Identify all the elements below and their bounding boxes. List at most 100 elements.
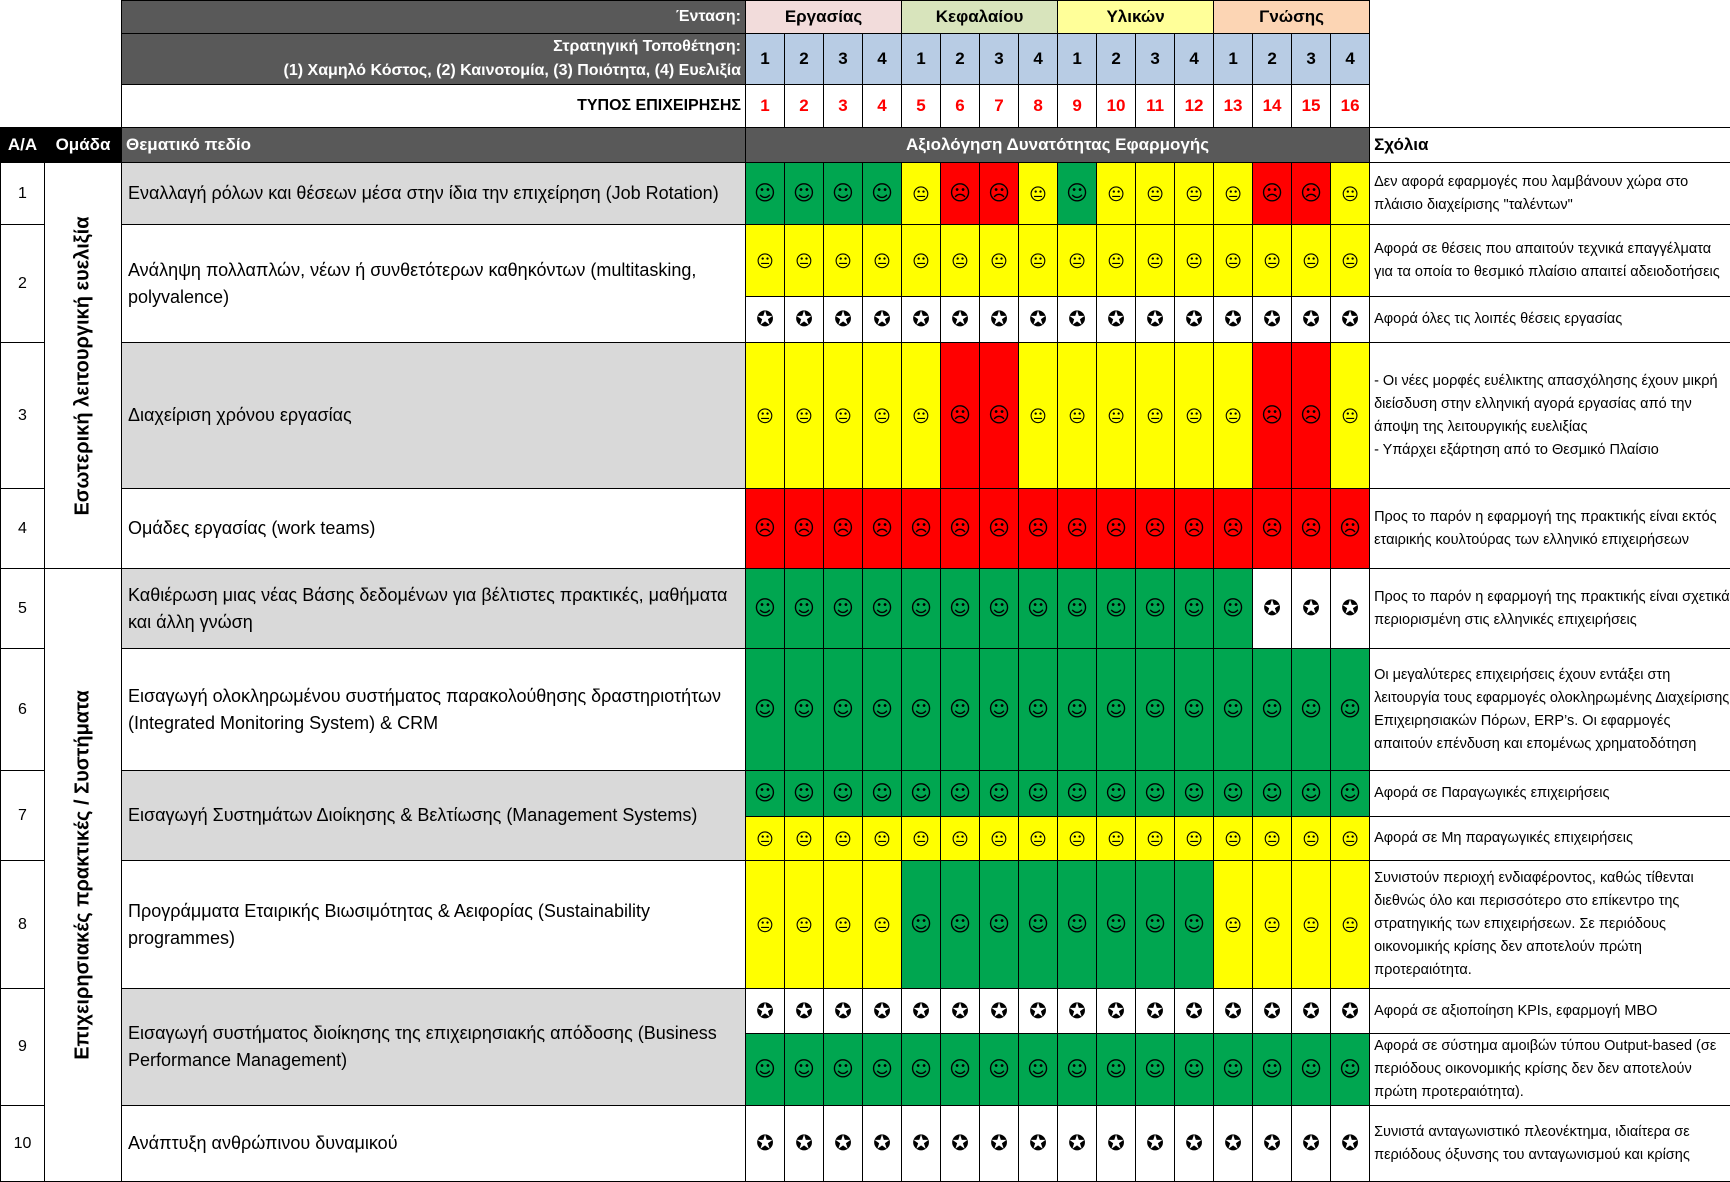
rating-cell: ☺	[1019, 1034, 1058, 1106]
neutral-face-icon: 😐	[1224, 832, 1242, 849]
smiley-icon: ☺	[1144, 699, 1166, 720]
smiley-icon: ☺	[949, 1059, 971, 1080]
neutral-face-icon: 😐	[912, 409, 930, 426]
smiley-icon: ☺	[1222, 1059, 1244, 1080]
rating-cell: ☺	[1019, 569, 1058, 649]
business-type-number: 8	[1019, 85, 1058, 128]
thematic-field: Εισαγωγή συστήματος διοίκησης της επιχει…	[122, 989, 746, 1106]
strategic-number: 4	[1019, 34, 1058, 85]
smiley-icon: ☺	[1300, 1059, 1322, 1080]
rating-cell: 😐	[1136, 225, 1175, 297]
rating-cell: 😐	[1292, 817, 1331, 861]
neutral-face-icon: 😐	[1146, 409, 1164, 426]
rating-cell: ✪	[1331, 297, 1370, 343]
rating-cell: ☺	[863, 1034, 902, 1106]
business-type-number: 11	[1136, 85, 1175, 128]
smiley-icon: ☺	[1300, 699, 1322, 720]
rating-cell: 😐	[1214, 163, 1253, 225]
rating-cell: ☹	[980, 489, 1019, 569]
rating-cell: ✪	[785, 297, 824, 343]
rating-cell: 😐	[1175, 163, 1214, 225]
rating-cell: ☹	[1331, 489, 1370, 569]
rating-cell: ☺	[1097, 569, 1136, 649]
comment-cell: Συνιστά ανταγωνιστικό πλεονέκτημα, ιδιαί…	[1370, 1106, 1730, 1182]
neutral-face-icon: 😐	[1068, 832, 1086, 849]
comment-cell: - Οι νέες μορφές ευέλικτης απασχόλησης έ…	[1370, 343, 1730, 489]
neutral-face-icon: 😐	[834, 918, 852, 935]
group-cell: Εσωτερική λειτουργική ευελιξία	[45, 163, 122, 569]
rating-cell: ✪	[941, 1106, 980, 1182]
rating-cell: 😐	[1214, 343, 1253, 489]
rating-cell: ☺	[1214, 1034, 1253, 1106]
smiley-icon: ☺	[832, 783, 854, 804]
strategic-number: 2	[1097, 34, 1136, 85]
rating-cell: ☺	[785, 163, 824, 225]
neutral-face-icon: 😐	[1146, 832, 1164, 849]
star-icon: ✪	[951, 1001, 969, 1022]
rating-cell: 😐	[1331, 163, 1370, 225]
star-icon: ✪	[1302, 1133, 1320, 1154]
rating-cell: ☺	[1097, 1034, 1136, 1106]
business-type-number: 6	[941, 85, 980, 128]
rating-cell: 😐	[863, 817, 902, 861]
smiley-icon: ☺	[1027, 699, 1049, 720]
rating-cell: 😐	[785, 817, 824, 861]
rating-cell: ☺	[1019, 649, 1058, 771]
smiley-icon: ☺	[910, 914, 932, 935]
strategic-number: 2	[1253, 34, 1292, 85]
star-icon: ✪	[1068, 1133, 1086, 1154]
frowny-face-icon: ☹	[949, 183, 971, 204]
smiley-icon: ☺	[793, 1059, 815, 1080]
frowny-face-icon: ☹	[1105, 518, 1127, 539]
frowny-face-icon: ☹	[949, 405, 971, 426]
rating-cell: 😐	[1331, 861, 1370, 989]
rating-cell: ✪	[1214, 989, 1253, 1034]
rating-cell: ☺	[1136, 569, 1175, 649]
smiley-icon: ☺	[988, 783, 1010, 804]
group-cell: Επιχειρησιακές πρακτικές / Συστήματα	[45, 569, 122, 1182]
rating-cell: ☺	[746, 1034, 785, 1106]
rating-cell: 😐	[1253, 225, 1292, 297]
smiley-icon: ☺	[1105, 914, 1127, 935]
comment-cell: Αφορά σε θέσεις που απαιτούν τεχνικά επα…	[1370, 225, 1730, 297]
smiley-icon: ☺	[832, 699, 854, 720]
assessment-column-header: Αξιολόγηση Δυνατότητας Εφαρμογής	[746, 128, 1370, 163]
frowny-face-icon: ☹	[988, 405, 1010, 426]
neutral-face-icon: 😐	[795, 832, 813, 849]
rating-cell: 😐	[785, 225, 824, 297]
star-icon: ✪	[990, 1133, 1008, 1154]
frowny-face-icon: ☹	[1300, 183, 1322, 204]
smiley-icon: ☺	[1066, 699, 1088, 720]
star-icon: ✪	[951, 309, 969, 330]
rating-cell: ☹	[941, 163, 980, 225]
neutral-face-icon: 😐	[1029, 832, 1047, 849]
rating-cell: ☺	[1175, 649, 1214, 771]
star-icon: ✪	[1146, 1001, 1164, 1022]
star-icon: ✪	[1302, 598, 1320, 619]
smiley-icon: ☺	[754, 699, 776, 720]
rating-cell: ☺	[1058, 649, 1097, 771]
neutral-face-icon: 😐	[912, 187, 930, 204]
strategic-number: 1	[746, 34, 785, 85]
rating-cell: ☺	[863, 649, 902, 771]
rating-cell: ☹	[1253, 343, 1292, 489]
rating-cell: ✪	[1058, 297, 1097, 343]
smiley-icon: ☺	[754, 598, 776, 619]
smiley-icon: ☺	[1105, 699, 1127, 720]
neutral-face-icon: 😐	[1185, 832, 1203, 849]
neutral-face-icon: 😐	[1146, 187, 1164, 204]
rating-cell: ☺	[746, 649, 785, 771]
field-column-header: Θεματικό πεδίο	[122, 128, 746, 163]
frowny-face-icon: ☹	[1261, 405, 1283, 426]
rating-cell: ☹	[746, 489, 785, 569]
corner-blank	[1, 1, 122, 128]
business-type-number: 7	[980, 85, 1019, 128]
rating-cell: ☹	[1019, 489, 1058, 569]
comment-cell: Οι μεγαλύτερες επιχειρήσεις έχουν εντάξε…	[1370, 649, 1730, 771]
rating-cell: ✪	[1019, 1106, 1058, 1182]
neutral-face-icon: 😐	[951, 832, 969, 849]
rating-cell: 😐	[746, 343, 785, 489]
rating-cell: 😐	[1058, 817, 1097, 861]
